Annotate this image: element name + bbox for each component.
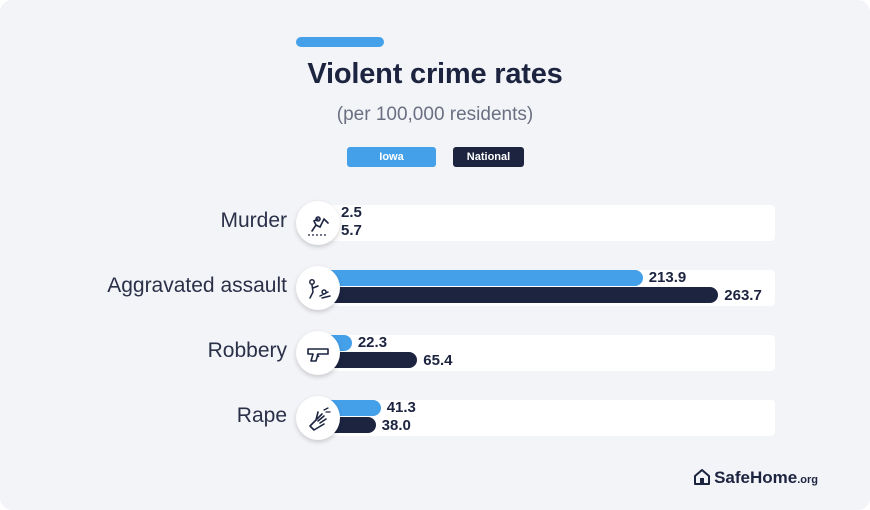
bar-national [318, 287, 719, 303]
value-label-iowa: 22.3 [357, 334, 388, 351]
brand-suffix: .org [797, 474, 818, 486]
brand-name: SafeHome [714, 468, 798, 487]
brand-logo: SafeHome.org [693, 468, 818, 488]
value-label-national: 263.7 [724, 287, 762, 304]
category-label: Aggravated assault [107, 274, 287, 297]
bar-national [318, 352, 418, 368]
assault-icon [309, 279, 331, 299]
bar-iowa [318, 270, 643, 286]
category-label: Murder [220, 209, 287, 232]
category-label: Rape [236, 404, 287, 427]
value-label-national: 5.7 [341, 222, 362, 239]
accent-bar [296, 37, 384, 47]
value-label-iowa: 2.5 [341, 204, 362, 221]
legend-national: National [453, 147, 524, 167]
value-label-iowa: 213.9 [648, 269, 687, 286]
hand-icon [309, 407, 331, 431]
value-label-national: 38.0 [381, 417, 411, 434]
gun-icon [307, 348, 329, 362]
bar-track-3 [318, 400, 775, 436]
icon-badge-1 [296, 266, 340, 310]
house-icon [694, 469, 711, 485]
category-label: Robbery [207, 339, 287, 362]
value-label-iowa: 41.3 [386, 399, 416, 416]
icon-badge-3 [296, 396, 340, 440]
icon-badge-2 [296, 331, 340, 375]
chart-title: Violent crime rates [307, 58, 563, 90]
bar-track-0 [318, 205, 775, 241]
chart-subtitle: (per 100,000 residents) [336, 104, 534, 125]
legend-iowa: Iowa [347, 147, 436, 167]
icon-badge-0 [296, 201, 340, 245]
value-label-national: 65.4 [423, 352, 453, 369]
crime-scene-icon [308, 216, 329, 236]
